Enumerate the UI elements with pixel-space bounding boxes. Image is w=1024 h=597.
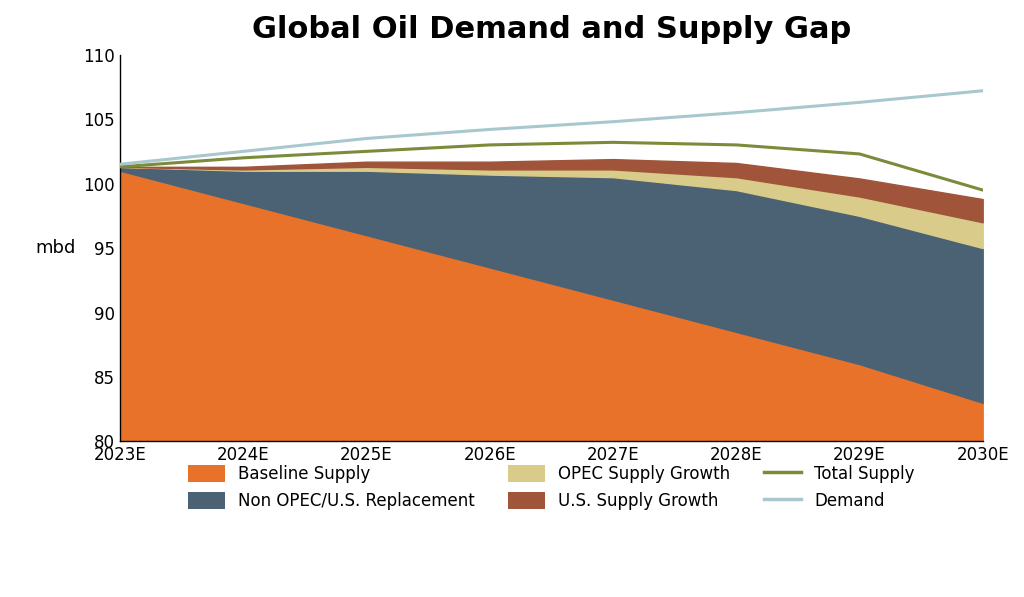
Y-axis label: mbd: mbd xyxy=(36,239,76,257)
Title: Global Oil Demand and Supply Gap: Global Oil Demand and Supply Gap xyxy=(252,15,851,44)
Legend: Baseline Supply, Non OPEC/U.S. Replacement, OPEC Supply Growth, U.S. Supply Grow: Baseline Supply, Non OPEC/U.S. Replaceme… xyxy=(180,457,923,518)
